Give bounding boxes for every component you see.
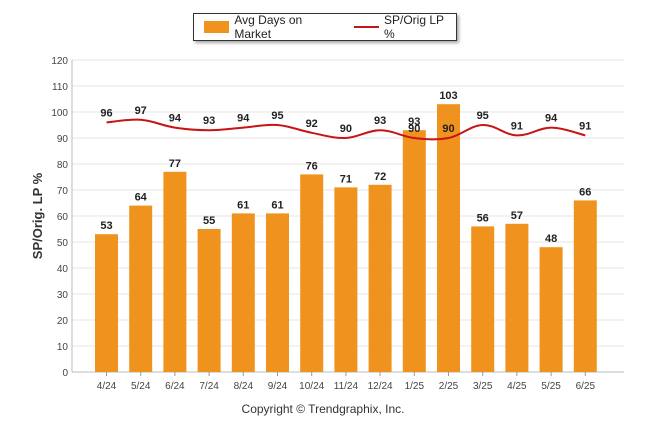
bar-value-label: 55 — [203, 215, 215, 227]
line-series — [106, 118, 586, 141]
x-tick-label: 10/24 — [299, 381, 324, 392]
bar — [95, 234, 118, 372]
bar — [437, 104, 460, 372]
y-tick-label: 40 — [57, 264, 69, 275]
legend-line-label: SP/Orig LP % — [383, 13, 444, 41]
legend-item-bar[interactable]: Avg Days on Market — [204, 13, 340, 41]
bar — [163, 171, 187, 372]
line-path — [106, 118, 586, 141]
bar — [197, 229, 221, 372]
bar-value-label: 76 — [306, 160, 318, 172]
bar-value-label: 53 — [100, 220, 112, 232]
y-tick-label: 90 — [57, 134, 69, 145]
line-value-label: 90 — [408, 123, 420, 135]
legend: Avg Days on Market SP/Orig LP % — [193, 13, 457, 41]
bar — [334, 187, 358, 372]
line-value-label: 90 — [442, 123, 454, 135]
bar-value-label: 72 — [374, 171, 386, 183]
x-tick-label: 4/25 — [507, 381, 527, 392]
line-value-label: 93 — [203, 115, 215, 127]
x-tick-label: 4/24 — [97, 381, 117, 392]
line-value-label: 91 — [579, 120, 591, 132]
bar — [368, 184, 392, 372]
bar — [402, 130, 426, 372]
y-tick-label: 120 — [51, 56, 68, 67]
line-value-label: 90 — [340, 123, 352, 135]
legend-line-swatch — [353, 26, 379, 28]
bar — [539, 247, 563, 372]
legend-bar-swatch — [204, 21, 230, 33]
legend-item-line[interactable]: SP/Orig LP % — [353, 13, 456, 41]
bar-value-label: 93 — [408, 116, 420, 128]
x-tick-label: 7/24 — [199, 381, 219, 392]
x-tick-label: 5/25 — [541, 381, 561, 392]
bar-value-label: 56 — [477, 212, 489, 224]
y-tick-label: 0 — [62, 368, 68, 379]
y-tick-label: 30 — [57, 290, 69, 301]
x-tick-label: 11/24 — [334, 381, 359, 392]
bar — [300, 174, 324, 372]
bars — [95, 104, 597, 372]
y-tick-label: 10 — [57, 342, 69, 353]
bar — [129, 205, 153, 372]
bar-value-label: 61 — [271, 199, 283, 211]
y-tick-label: 110 — [52, 82, 68, 93]
bar-value-label: 71 — [340, 173, 352, 185]
x-axis-ticks: 4/24 5/24 6/24 7/24 8/24 9/24 10/24 11/24 12/24 1… — [97, 372, 596, 392]
x-tick-label: 12/24 — [368, 381, 393, 392]
bar — [573, 200, 597, 372]
line-value-label: 97 — [135, 105, 147, 117]
bar-value-label: 64 — [135, 192, 148, 204]
y-tick-label: 80 — [57, 160, 69, 171]
x-tick-label: 9/24 — [268, 381, 288, 392]
line-value-label: 96 — [100, 107, 112, 119]
copyright: Copyright © Trendgraphix, Inc. — [241, 402, 405, 416]
x-tick-label: 6/24 — [165, 381, 185, 392]
x-tick-label: 8/24 — [234, 381, 254, 392]
y-tick-label: 20 — [57, 316, 69, 327]
bar-value-label: 66 — [579, 186, 591, 198]
x-tick-label: 6/25 — [576, 381, 596, 392]
y-tick-label: 70 — [57, 186, 69, 197]
line-value-label: 93 — [374, 115, 386, 127]
y-axis-label: SP/Orig. LP % — [30, 172, 45, 259]
line-value-label: 91 — [511, 120, 523, 132]
y-tick-label: 60 — [57, 212, 69, 223]
x-tick-label: 1/25 — [405, 381, 425, 392]
line-value-label: 95 — [271, 110, 283, 122]
y-axis-ticks: 0 10 20 30 40 50 60 70 80 90 100 110 120 — [51, 56, 68, 379]
line-value-label: 94 — [169, 113, 182, 125]
y-tick-label: 100 — [51, 108, 68, 119]
x-tick-label: 5/24 — [131, 381, 151, 392]
line-value-label: 94 — [237, 113, 250, 125]
bar — [505, 223, 529, 372]
bar-value-label: 61 — [237, 199, 249, 211]
y-tick-label: 50 — [57, 238, 69, 249]
legend-bar-label: Avg Days on Market — [234, 13, 303, 41]
bar — [471, 226, 495, 372]
bar-value-label: 48 — [545, 233, 557, 245]
x-tick-label: 2/25 — [439, 381, 459, 392]
bar-value-label: 103 — [439, 90, 457, 102]
bar — [266, 213, 289, 372]
bar — [231, 213, 255, 372]
line-value-label: 92 — [306, 118, 318, 130]
line-value-label: 95 — [477, 110, 489, 122]
x-tick-label: 3/25 — [473, 381, 493, 392]
line-value-label: 94 — [545, 113, 558, 125]
bar-value-label: 57 — [511, 210, 523, 222]
bar-value-label: 77 — [169, 158, 181, 170]
